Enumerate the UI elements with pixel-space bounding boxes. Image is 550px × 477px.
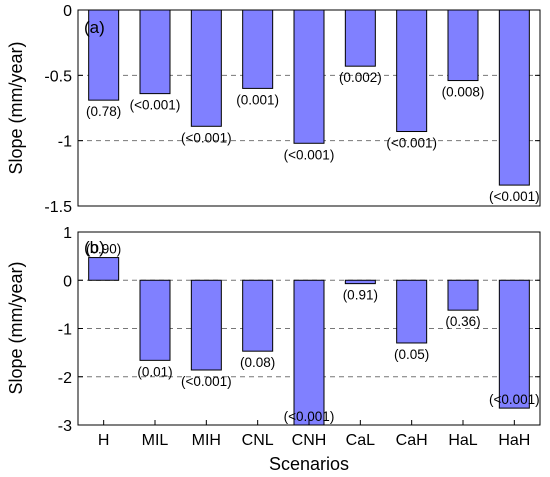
p-value-label: (<0.001) [181,130,232,145]
p-value-label: (<0.001) [284,409,335,424]
p-value-label: (<0.001) [284,147,335,162]
p-value-label: (0.05) [394,347,429,362]
p-value-label: (0.01) [137,364,172,379]
bar-cal [344,279,376,285]
panel-b-label: (b) [84,238,105,257]
y-tick-label: -1.5 [44,199,72,216]
bar-cah [396,279,428,344]
x-tick-label: CaL [346,432,375,449]
y-tick-label: -1 [58,134,72,151]
x-tick-label: HaH [498,432,530,449]
p-value-label: (0.008) [442,85,485,100]
bar-cal [344,9,376,67]
x-tick-label: H [98,432,110,449]
panel-a-y-ticks: 0 -0.5 -1 -1.5 [44,3,540,216]
x-axis-label: Scenarios [269,454,349,474]
p-value-label: (0.36) [445,314,480,329]
panel-b-bars [88,257,530,426]
y-tick-label: 0 [63,273,72,290]
p-value-label: (<0.001) [386,136,437,151]
bar-mih [190,9,222,127]
bar-cnl [242,279,274,352]
bar-hal [447,9,479,82]
panel-a-label: (a) [84,18,105,37]
x-tick-label: CNH [292,432,327,449]
panel-b-y-axis-label: Slope (mm/year) [6,261,26,394]
bar-hah [498,9,530,186]
x-tick-label: MIH [192,432,221,449]
y-tick-label: -2 [58,370,72,387]
panel-b-x-ticks: H MIL MIH CNL CNH CaL CaH HaL HaH [98,420,530,449]
p-value-label: (0.001) [236,92,279,107]
x-tick-label: CaH [396,432,428,449]
bar-hal [447,279,479,311]
p-value-label: (<0.001) [181,374,232,389]
bar-cnl [242,9,274,89]
y-tick-label: -0.5 [44,68,72,85]
bar-cah [396,9,428,133]
x-tick-label: HaL [448,432,477,449]
y-tick-label: -3 [58,418,72,435]
panel-a: (0.78) (<0.001) (<0.001) (0.001) (<0.001) (0.… [6,3,541,216]
p-value-label: (<0.001) [489,189,540,204]
panel-a-y-axis-label: Slope (mm/year) [6,41,26,174]
panel-b: (0.90) (0.01) (<0.001) (0.08) (<0.001) (0.91)… [6,225,541,474]
y-tick-label: -1 [58,322,72,339]
x-tick-label: MIL [142,432,169,449]
p-value-label: (<0.001) [130,98,181,113]
x-tick-label: CNL [242,432,274,449]
p-value-label: (0.90) [86,242,121,257]
y-tick-label: 1 [63,225,72,242]
bar-mil [139,279,171,361]
panel-a-bars [88,9,530,186]
p-value-label: (0.91) [343,288,378,303]
p-value-label: (0.78) [86,104,121,119]
bar-h [88,257,120,281]
y-tick-label: 0 [63,3,72,20]
bar-mil [139,9,171,95]
bar-hah [498,279,530,409]
panel-a-p-labels: (0.78) (<0.001) (<0.001) (0.001) (<0.001) (0.… [86,70,540,204]
p-value-label: (<0.001) [489,392,540,407]
bar-cnh [293,9,325,144]
bar-h [88,9,120,101]
p-value-label: (0.08) [240,355,275,370]
bar-cnh [293,279,325,426]
panel-b-p-labels: (0.90) (0.01) (<0.001) (0.08) (<0.001) (0.91)… [86,242,540,424]
panel-b-y-ticks: 1 0 -1 -2 -3 [58,225,540,435]
p-value-label: (0.002) [339,70,382,85]
bar-mih [190,279,222,371]
